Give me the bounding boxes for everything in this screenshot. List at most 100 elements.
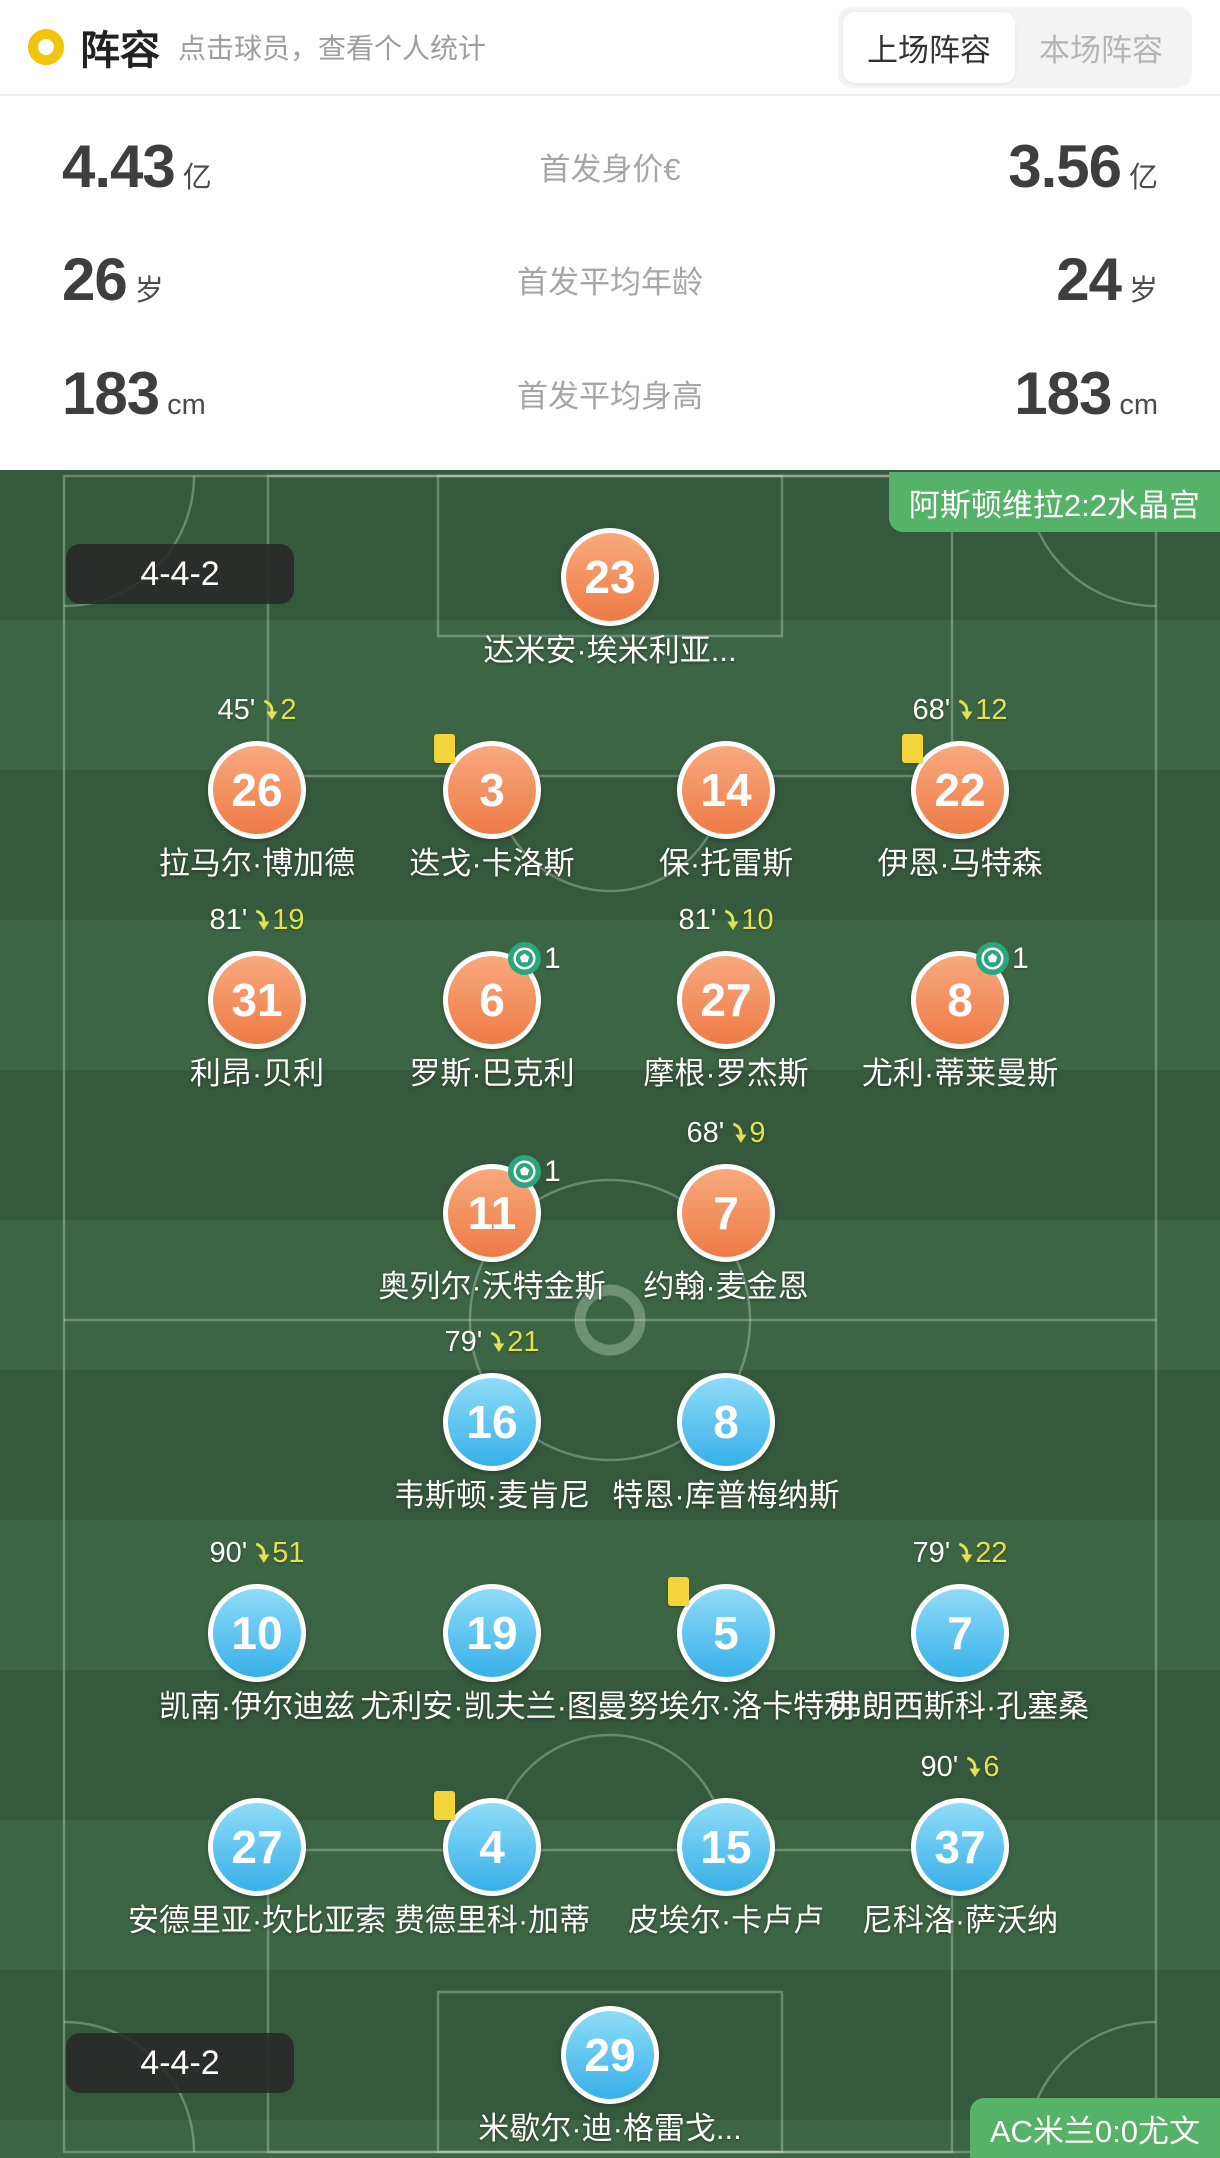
player-name: 曼努埃尔·洛卡特利 (596, 1689, 856, 1724)
substitution-badge: 81' 19 (209, 904, 304, 937)
substitution-badge: 79' 22 (912, 1537, 1007, 1570)
player-number: 3 (479, 764, 505, 816)
header: 阵容 点击球员，查看个人统计 上场阵容 本场阵容 (0, 0, 1220, 96)
player-number-circle: 31 (208, 951, 306, 1049)
tab-starting-lineup[interactable]: 上场阵容 (843, 11, 1015, 83)
substitution-player-in: 12 (975, 694, 1008, 726)
player-number: 7 (713, 1187, 739, 1239)
page-title: 阵容 (80, 29, 160, 73)
home-average-age: 26 岁 (62, 246, 164, 314)
player-number-circle: 22 (911, 741, 1009, 839)
player-number-circle: 10 (208, 1584, 306, 1682)
goal-count: 1 (544, 942, 561, 975)
substitution-time: 90' (920, 1751, 959, 1783)
player-name: 米歇尔·迪·格雷戈... (478, 2111, 742, 2146)
player-number-circle: 4 (443, 1798, 541, 1896)
player-name: 约翰·麦金恩 (643, 1269, 809, 1304)
player-number-circle: 3 (443, 741, 541, 839)
home-market-value: 4.43 亿 (62, 133, 212, 201)
substitution-player-in: 19 (272, 904, 305, 936)
player-name: 费德里科·加蒂 (393, 1903, 591, 1938)
player-number-circle: 27 (677, 951, 775, 1049)
substitution-player-in: 2 (280, 694, 297, 726)
formation-label-home: 4-4-2 (66, 544, 294, 604)
substitution-time: 81' (209, 904, 248, 936)
player-number: 19 (466, 1607, 518, 1659)
player-number: 22 (934, 764, 986, 816)
formation-label-away: 4-4-2 (66, 2033, 294, 2093)
yellow-card-icon (668, 1577, 689, 1606)
soccer-ball-icon (508, 942, 541, 975)
substitution-player-in: 22 (975, 1537, 1008, 1569)
substitution-player-in: 51 (272, 1537, 305, 1569)
sub-out-arrow-icon (958, 1542, 973, 1563)
player-number-circle: 7 (677, 1164, 775, 1262)
player-number: 26 (231, 764, 283, 816)
stat-label: 首发平均身高 (517, 378, 703, 414)
sub-out-arrow-icon (732, 1122, 747, 1143)
substitution-time: 68' (686, 1117, 725, 1149)
lineup-bullet-icon (28, 29, 64, 65)
home-average-height: 183 cm (62, 359, 206, 427)
substitution-badge: 45' 2 (218, 694, 297, 727)
player-number-circle: 23 (561, 528, 659, 626)
substitution-badge: 81' 10 (678, 904, 773, 937)
player-name: 奥列尔·沃特金斯 (378, 1269, 606, 1304)
player-name: 达米安·埃米利亚... (483, 633, 737, 668)
player-number-circle: 7 (911, 1584, 1009, 1682)
player-name: 韦斯顿·麦肯尼 (393, 1478, 591, 1513)
player-number-circle: 16 (443, 1373, 541, 1471)
player-number: 4 (479, 1821, 505, 1873)
away-average-height: 183 cm (1014, 359, 1158, 427)
starting-stats-panel: 4.43 亿 首发身价€ 3.56 亿 26 岁 首发平均年龄 24 岁 183 (0, 96, 1220, 470)
tab-match-lineup[interactable]: 本场阵容 (1039, 32, 1163, 68)
player-number: 29 (584, 2029, 636, 2081)
player-number-circle: 8 (677, 1373, 775, 1471)
player-number-circle: 37 (911, 1798, 1009, 1896)
home-last-match-banner: 阿斯顿维拉2:2水晶宫 (888, 472, 1220, 532)
goal-badge: 1 (508, 942, 561, 976)
substitution-time: 79' (912, 1537, 951, 1569)
player-number: 14 (700, 764, 752, 816)
sub-out-arrow-icon (255, 1542, 270, 1563)
sub-out-arrow-icon (966, 1756, 981, 1777)
player-number: 27 (700, 974, 752, 1026)
sub-out-arrow-icon (724, 909, 739, 930)
player-number: 8 (947, 974, 973, 1026)
substitution-time: 81' (678, 904, 717, 936)
substitution-time: 90' (209, 1537, 248, 1569)
player-name: 皮埃尔·卡卢卢 (627, 1903, 825, 1938)
yellow-card-icon (902, 734, 923, 763)
player-number-circle: 5 (677, 1584, 775, 1682)
stat-label: 首发身价€ (539, 152, 681, 188)
player-name: 迭戈·卡洛斯 (409, 846, 575, 881)
player-number: 15 (700, 1821, 752, 1873)
sub-out-arrow-icon (958, 699, 973, 720)
away-average-age: 24 岁 (1056, 246, 1158, 314)
goal-count: 1 (544, 1155, 561, 1188)
substitution-badge: 79' 21 (444, 1326, 539, 1359)
substitution-time: 79' (444, 1326, 483, 1358)
lineup-tabs: 上场阵容 本场阵容 (838, 6, 1192, 88)
substitution-badge: 68' 12 (912, 694, 1007, 727)
stat-row-average-height: 183 cm 首发平均身高 183 cm (0, 359, 1220, 428)
player-number: 31 (231, 974, 283, 1026)
player-number: 10 (231, 1607, 283, 1659)
away-market-value: 3.56 亿 (1008, 133, 1158, 201)
stat-row-average-age: 26 岁 首发平均年龄 24 岁 (0, 245, 1220, 314)
yellow-card-icon (434, 734, 455, 763)
sub-out-arrow-icon (263, 699, 278, 720)
player-name: 拉马尔·博加德 (158, 846, 356, 881)
substitution-player-in: 21 (507, 1326, 540, 1358)
sub-out-arrow-icon (490, 1331, 505, 1352)
player-name: 安德里亚·坎比亚索 (127, 1903, 387, 1938)
player-name: 尤利·蒂莱曼斯 (861, 1056, 1059, 1091)
substitution-player-in: 9 (749, 1117, 766, 1149)
player-number: 11 (467, 1187, 517, 1239)
player-name: 尤利安·凯夫兰·图... (360, 1689, 624, 1724)
stat-label: 首发平均年龄 (517, 265, 703, 301)
page-subtitle: 点击球员，查看个人统计 (178, 33, 487, 64)
player-name: 利昂·贝利 (189, 1056, 325, 1091)
player-number: 27 (231, 1821, 283, 1873)
away-last-match-banner: AC米兰0:0尤文 (969, 2098, 1220, 2158)
